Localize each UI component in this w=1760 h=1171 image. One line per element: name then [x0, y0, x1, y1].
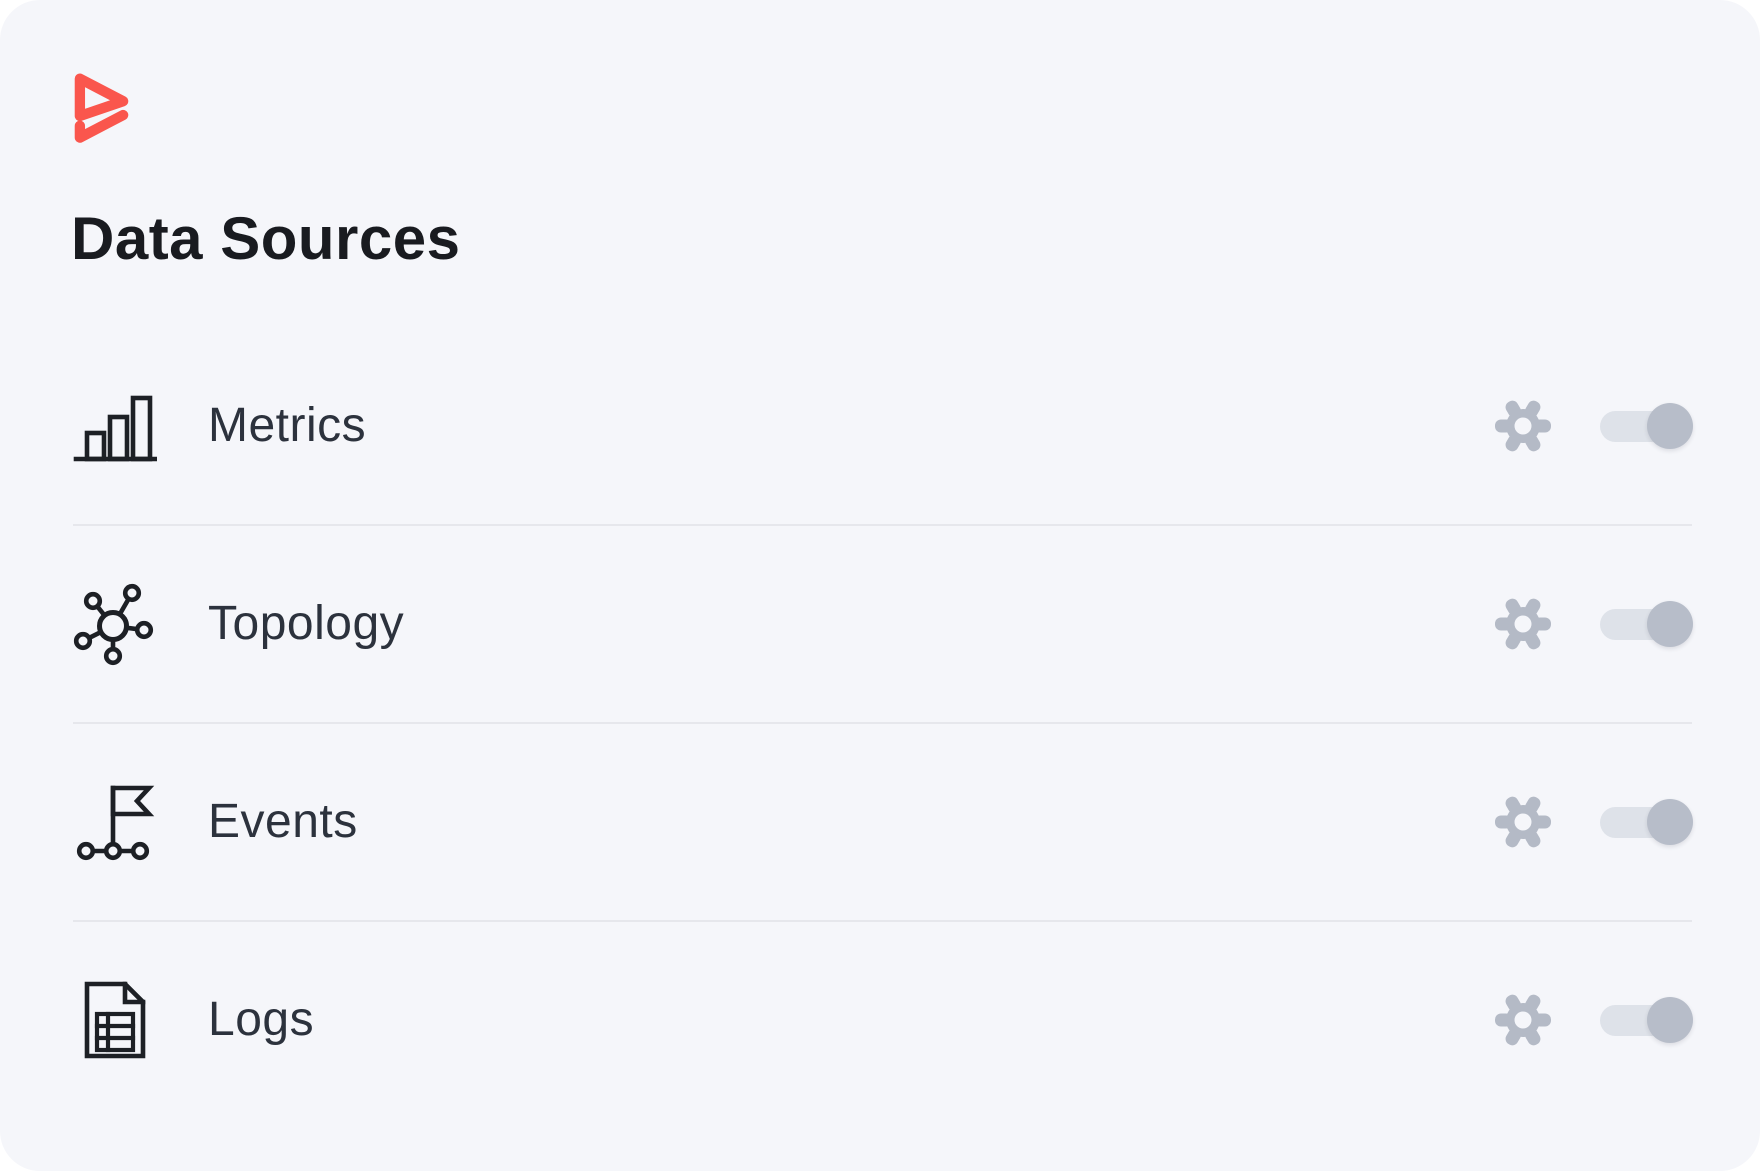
settings-gear-icon[interactable]: [1491, 988, 1555, 1052]
toggle-knob: [1647, 601, 1693, 647]
row-events: Events: [73, 724, 1693, 922]
bar-chart-icon: [73, 384, 157, 468]
settings-gear-icon[interactable]: [1491, 790, 1555, 854]
toggle-logs[interactable]: [1600, 997, 1693, 1043]
toggle-metrics[interactable]: [1600, 403, 1693, 449]
row-label-logs: Logs: [208, 993, 315, 1046]
toggle-knob: [1647, 799, 1693, 845]
toggle-topology[interactable]: [1600, 601, 1693, 647]
row-label-metrics: Metrics: [208, 399, 367, 452]
row-label-topology: Topology: [208, 597, 405, 650]
data-source-list: Metrics: [73, 328, 1693, 1118]
row-topology: Topology: [73, 526, 1693, 724]
network-icon: [73, 582, 157, 666]
flag-icon: [73, 780, 157, 864]
row-logs: Logs: [73, 922, 1693, 1118]
document-icon: [73, 978, 157, 1062]
row-label-events: Events: [208, 795, 358, 848]
page-title: Data Sources: [71, 205, 461, 272]
toggle-events[interactable]: [1600, 799, 1693, 845]
settings-gear-icon[interactable]: [1491, 592, 1555, 656]
toggle-knob: [1647, 997, 1693, 1043]
row-metrics: Metrics: [73, 328, 1693, 526]
bmc-chevron-logo: [74, 73, 129, 143]
settings-gear-icon[interactable]: [1491, 394, 1555, 458]
toggle-knob: [1647, 403, 1693, 449]
